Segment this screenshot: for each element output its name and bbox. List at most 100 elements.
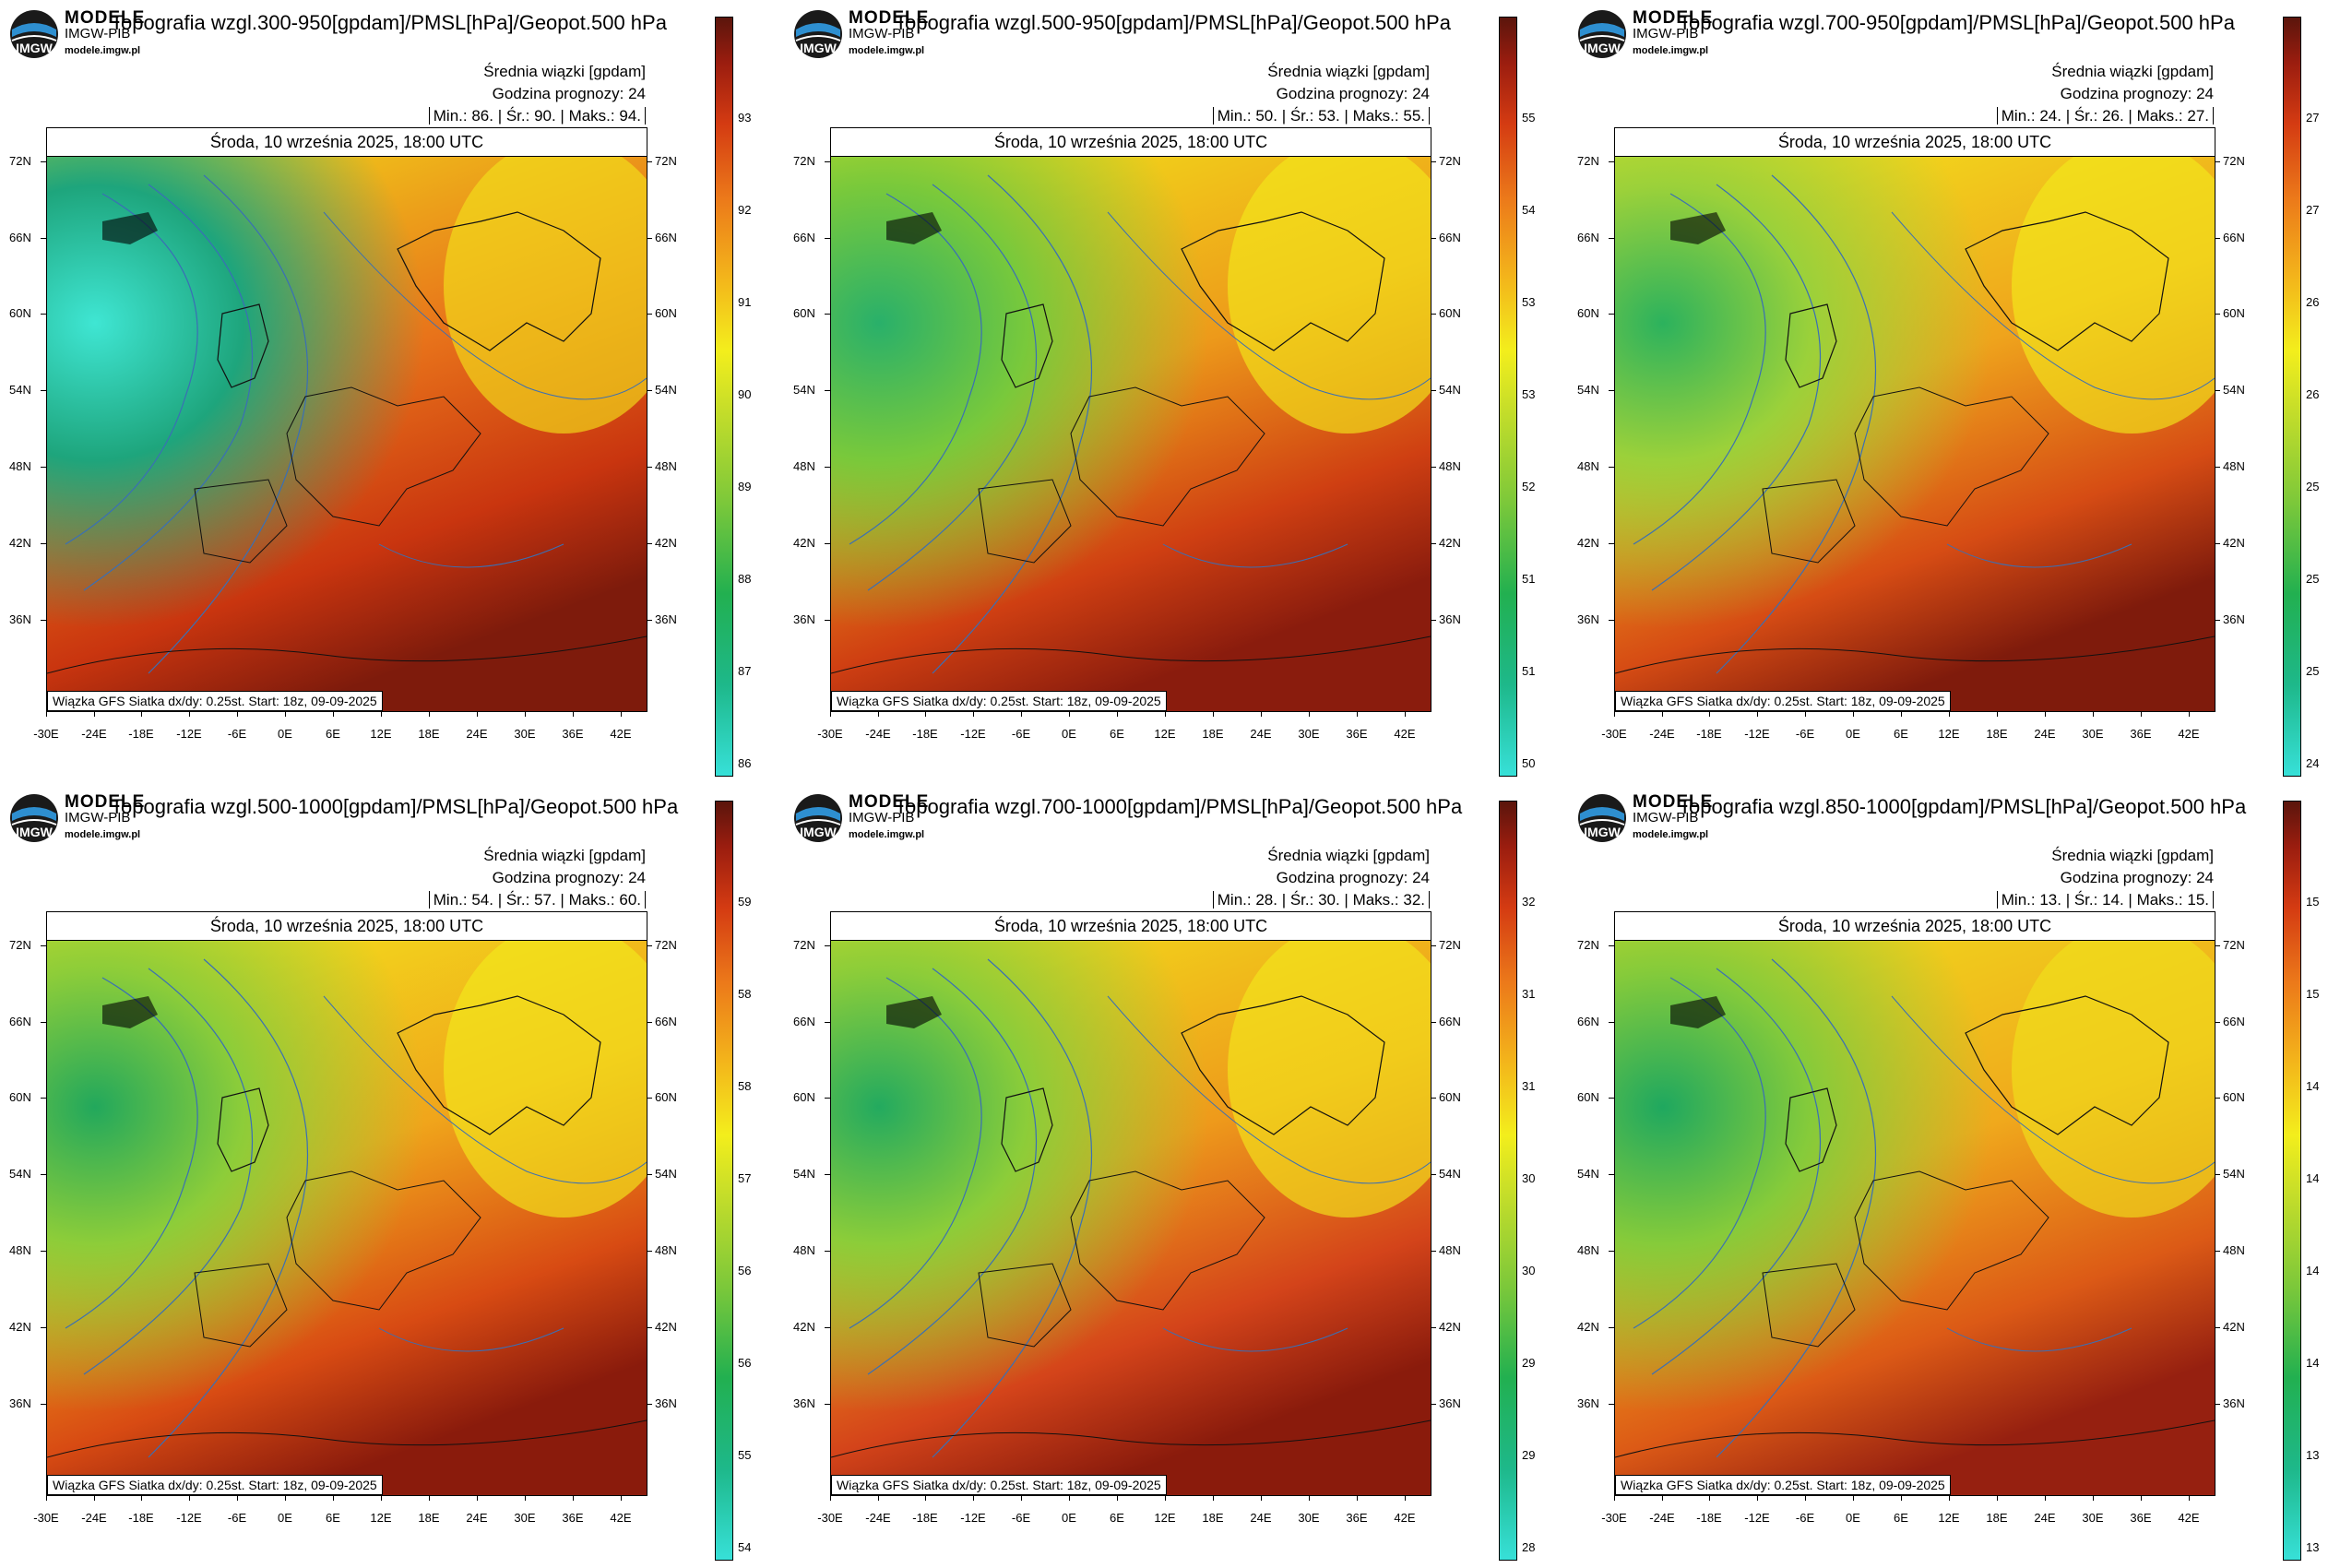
lat-label-right: 36N (2223, 1396, 2245, 1410)
colorbar-label: 52 (1522, 480, 1536, 493)
stats-line: Min.: 13. | Śr.: 14. | Maks.: 15. (1996, 891, 2214, 909)
stat-max: 32. (1403, 891, 1425, 909)
lat-label-right: 42N (2223, 536, 2245, 550)
lat-label-right: 48N (1439, 459, 1461, 473)
lat-tick-mark-right (647, 238, 652, 239)
lon-tick-mark (878, 1495, 879, 1501)
map-plot (831, 941, 1431, 1495)
lon-tick-mark (141, 711, 142, 717)
lat-tick-mark-right (647, 161, 652, 162)
panel-title: Topografia wzgl.700-1000[gpdam]/PMSL[hPa… (895, 795, 1463, 818)
lon-label: -6E (1795, 727, 1815, 741)
lat-tick-mark-right (2215, 1327, 2220, 1328)
brand-line2: IMGW-PIB (1633, 26, 1699, 42)
brand-url: modele.imgw.pl (65, 45, 141, 56)
panel-info: Średnia wiązki [gpdam] Godzina prognozy:… (1996, 61, 2214, 127)
lon-tick-mark (1662, 711, 1663, 717)
lon-label: -6E (227, 1511, 247, 1525)
lon-label: 42E (1394, 1511, 1416, 1525)
colorbar-label: 15 (2306, 987, 2320, 1001)
lat-label-left: 60N (793, 1090, 815, 1104)
lat-label-right: 48N (2223, 459, 2245, 473)
lon-tick-mark (94, 1495, 95, 1501)
lon-label: -12E (960, 727, 986, 741)
lat-tick-mark-right (647, 945, 652, 946)
lat-tick-mark-right (1431, 314, 1436, 315)
lat-label-left: 60N (1577, 1090, 1599, 1104)
lat-tick-mark-right (647, 620, 652, 621)
lat-label-left: 54N (1577, 1167, 1599, 1181)
lon-tick-mark (830, 1495, 831, 1501)
stat-max: 60. (619, 891, 641, 909)
lon-label: 12E (1154, 1511, 1176, 1525)
colorbar-label: 50 (1522, 756, 1536, 770)
lat-tick-mark-left (41, 1174, 46, 1175)
brand-line2: IMGW-PIB (1633, 810, 1699, 826)
colorbar-label: 30 (1522, 1264, 1536, 1277)
lon-label: 42E (610, 727, 632, 741)
colorbar-label: 14 (2306, 1171, 2320, 1185)
lat-tick-mark-left (825, 1022, 830, 1023)
lat-label-right: 60N (1439, 1090, 1461, 1104)
lon-tick-mark (1901, 1495, 1902, 1501)
lat-tick-mark-right (1431, 1404, 1436, 1405)
forecast-hour: Godzina prognozy: 24 (492, 85, 646, 102)
lon-label: 42E (610, 1511, 632, 1525)
lon-tick-mark (94, 711, 95, 717)
lon-label: 42E (1394, 727, 1416, 741)
lon-label: -30E (817, 727, 843, 741)
lat-tick-mark-left (41, 945, 46, 946)
lon-tick-mark (1357, 1495, 1358, 1501)
brand-line1: MODELE (65, 8, 146, 28)
lat-label-left: 66N (9, 231, 31, 244)
map-panel: IMGW MODELE IMGW-PIB modele.imgw.pl Topo… (0, 0, 784, 784)
panel-subtitle: Średnia wiązki [gpdam] (2051, 847, 2214, 864)
lat-tick-mark-right (2215, 161, 2220, 162)
map-frame: Środa, 10 września 2025, 18:00 UTC (46, 911, 647, 1496)
lon-tick-mark (285, 711, 286, 717)
lon-label: 0E (1062, 727, 1076, 741)
panel-subtitle: Średnia wiązki [gpdam] (483, 63, 646, 80)
stats-line: Min.: 24. | Śr.: 26. | Maks.: 27. (1996, 107, 2214, 125)
svg-text:IMGW: IMGW (1584, 825, 1621, 839)
lat-label-right: 42N (1439, 536, 1461, 550)
colorbar-label: 32 (1522, 895, 1536, 909)
forecast-hour: Godzina prognozy: 24 (1276, 85, 1430, 102)
lat-tick-mark-right (1431, 543, 1436, 544)
lon-tick-mark (1069, 711, 1070, 717)
panel-info: Średnia wiązki [gpdam] Godzina prognozy:… (428, 845, 646, 911)
colorbar-label: 13 (2306, 1540, 2320, 1554)
lon-label: 6E (326, 1511, 340, 1525)
brand-block: MODELE IMGW-PIB modele.imgw.pl (849, 9, 929, 56)
lon-tick-mark (2141, 711, 2142, 717)
colorbar-label: 15 (2306, 895, 2320, 909)
lat-tick-mark-right (2215, 467, 2220, 468)
colorbar-label: 26 (2306, 295, 2320, 309)
brand-block: MODELE IMGW-PIB modele.imgw.pl (65, 793, 145, 840)
colorbar-label: 14 (2306, 1079, 2320, 1093)
map-plot (1615, 157, 2215, 711)
lon-tick-mark (46, 711, 47, 717)
valid-time: Środa, 10 września 2025, 18:00 UTC (47, 128, 647, 157)
lat-label-right: 54N (1439, 383, 1461, 397)
stat-min: 24. (2039, 107, 2061, 125)
lat-label-left: 48N (793, 1243, 815, 1257)
lon-label: 18E (1202, 727, 1224, 741)
map-panel: IMGW MODELE IMGW-PIB modele.imgw.pl Topo… (784, 784, 1568, 1568)
valid-time: Środa, 10 września 2025, 18:00 UTC (1615, 128, 2215, 157)
lon-tick-mark (2045, 1495, 2046, 1501)
lon-tick-mark (1213, 711, 1214, 717)
map-panel: IMGW MODELE IMGW-PIB modele.imgw.pl Topo… (1568, 784, 2352, 1568)
panel-title: Topografia wzgl.300-950[gpdam]/PMSL[hPa]… (111, 11, 667, 34)
lat-label-left: 36N (9, 612, 31, 626)
lat-label-right: 36N (1439, 1396, 1461, 1410)
lat-label-right: 60N (2223, 306, 2245, 320)
lon-tick-mark (1949, 1495, 1950, 1501)
lat-label-right: 66N (2223, 231, 2245, 244)
map-frame: Środa, 10 września 2025, 18:00 UTC (830, 911, 1431, 1496)
forecast-hour: Godzina prognozy: 24 (2060, 85, 2214, 102)
lat-label-right: 36N (655, 1396, 677, 1410)
lon-tick-mark (1757, 1495, 1758, 1501)
lon-label: -18E (1696, 727, 1722, 741)
lat-label-left: 72N (793, 938, 815, 952)
